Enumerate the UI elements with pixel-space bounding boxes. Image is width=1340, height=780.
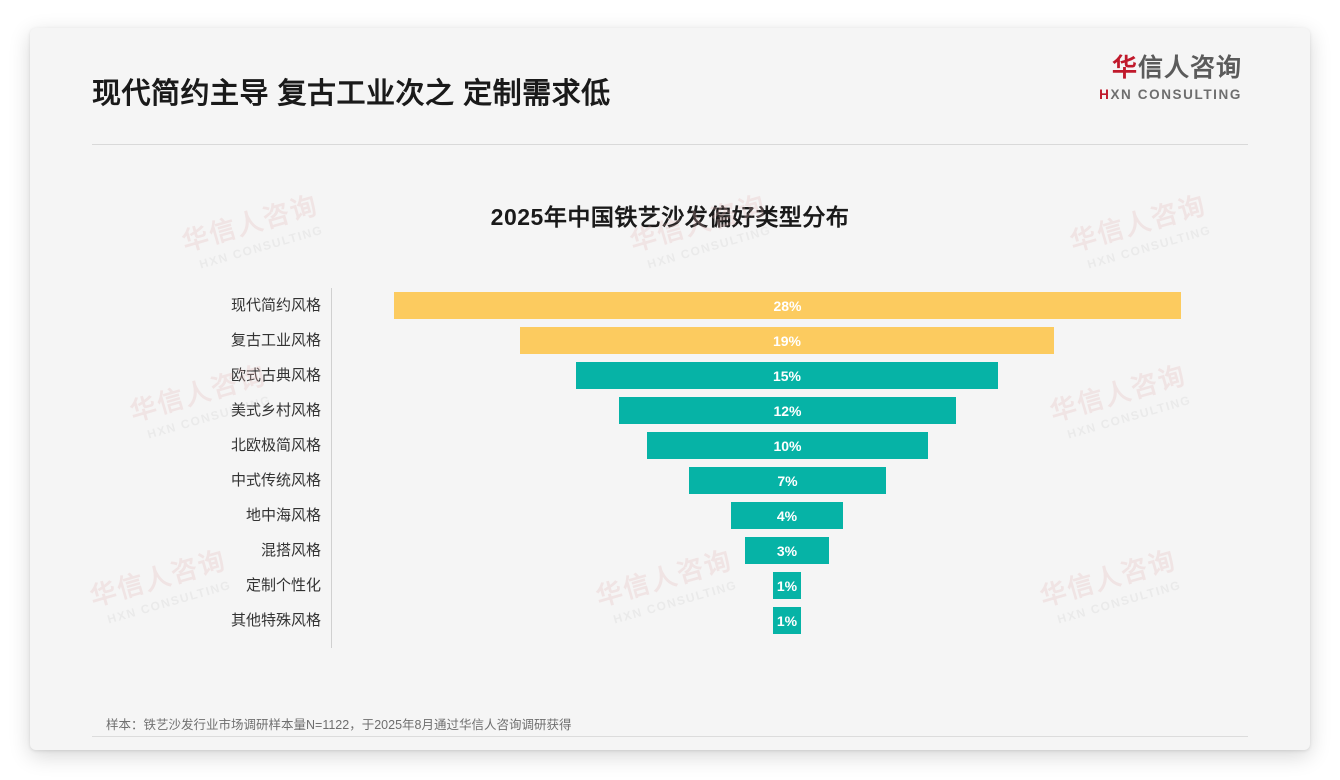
bar-value-label: 12% [773,402,802,419]
page-title: 现代简约主导 复古工业次之 定制需求低 [92,78,611,110]
category-label: 复古工业风格 [230,332,321,349]
chart-row: 中式传统风格 7% [92,463,1248,498]
bar-value-label: 4% [776,507,798,524]
funnel-bar[interactable]: 4% [731,502,843,529]
bar-track: 1% [332,603,1248,638]
slide-footer: ©2025.10 HXR华信人咨询 www.hxrcon.com [92,742,1248,750]
bar-track: 28% [332,288,1248,323]
website-link[interactable]: www.hxrcon.com [1154,749,1248,750]
funnel-chart: 现代简约风格 28% 复古工业风格 19% 欧式古典风格 15% 美式乡村风格 12% 北欧极简… [92,266,1248,666]
bar-track: 19% [332,323,1248,358]
bar-track: 3% [332,533,1248,568]
slide-header: 现代简约主导 复古工业次之 定制需求低 华信人咨询 HXN CONSULTING [30,28,1310,120]
chart-rows: 现代简约风格 28% 复古工业风格 19% 欧式古典风格 15% 美式乡村风格 12% 北欧极简… [92,288,1248,638]
bar-track: 7% [332,463,1248,498]
category-label: 定制个性化 [245,577,321,594]
copyright-text: ©2025.10 HXR华信人咨询 [92,749,239,750]
category-label: 美式乡村风格 [230,402,321,419]
category-label: 北欧极简风格 [230,437,321,454]
category-label: 混搭风格 [260,542,321,559]
header-divider [92,144,1248,145]
chart-row: 其他特殊风格 1% [92,603,1248,638]
chart-row: 定制个性化 1% [92,568,1248,603]
logo-en-accent: H [1099,87,1111,102]
funnel-bar[interactable]: 7% [689,467,886,494]
bar-value-label: 28% [773,297,802,314]
chart-axis-line [331,288,332,648]
slide-card: 现代简约主导 复古工业次之 定制需求低 华信人咨询 HXN CONSULTING… [30,28,1310,750]
bar-value-label: 1% [776,577,798,594]
funnel-bar[interactable]: 19% [520,327,1054,354]
funnel-bar[interactable]: 1% [773,572,801,599]
funnel-bar[interactable]: 12% [619,397,956,424]
logo-cn-rest: 信人咨询 [1137,54,1242,82]
logo-en-rest: XN CONSULTING [1110,87,1242,102]
category-label: 地中海风格 [245,507,321,524]
funnel-bar[interactable]: 10% [647,432,928,459]
category-label: 中式传统风格 [230,472,321,489]
funnel-bar[interactable]: 28% [394,292,1181,319]
chart-row: 现代简约风格 28% [92,288,1248,323]
chart-row: 复古工业风格 19% [92,323,1248,358]
logo-chinese-text: 华信人咨询 [1099,56,1242,81]
bar-value-label: 3% [776,542,798,559]
category-label: 其他特殊风格 [230,612,321,629]
bar-value-label: 7% [777,472,798,489]
bar-track: 1% [332,568,1248,603]
funnel-bar[interactable]: 3% [745,537,829,564]
category-label: 欧式古典风格 [230,367,321,384]
bar-track: 15% [332,358,1248,393]
chart-row: 北欧极简风格 10% [92,428,1248,463]
company-logo: 华信人咨询 HXN CONSULTING [1099,56,1242,102]
chart-row: 美式乡村风格 12% [92,393,1248,428]
bar-track: 12% [332,393,1248,428]
chart-title: 2025年中国铁艺沙发偏好类型分布 [490,204,850,230]
funnel-bar[interactable]: 15% [576,362,998,389]
bar-value-label: 15% [772,367,802,384]
source-note: 样本：铁艺沙发行业市场调研样本量N=1122，于2025年8月通过华信人咨询调研… [106,718,572,732]
logo-cn-accent: 华 [1111,54,1138,82]
chart-row: 地中海风格 4% [92,498,1248,533]
chart-row: 混搭风格 3% [92,533,1248,568]
logo-english-text: HXN CONSULTING [1099,88,1242,102]
footer-divider [92,736,1248,737]
bar-value-label: 1% [776,612,798,629]
category-label: 现代简约风格 [230,297,321,314]
bar-track: 4% [332,498,1248,533]
chart-row: 欧式古典风格 15% [92,358,1248,393]
bar-value-label: 19% [772,332,802,349]
funnel-bar[interactable]: 1% [773,607,801,634]
bar-value-label: 10% [773,437,802,454]
bar-track: 10% [332,428,1248,463]
